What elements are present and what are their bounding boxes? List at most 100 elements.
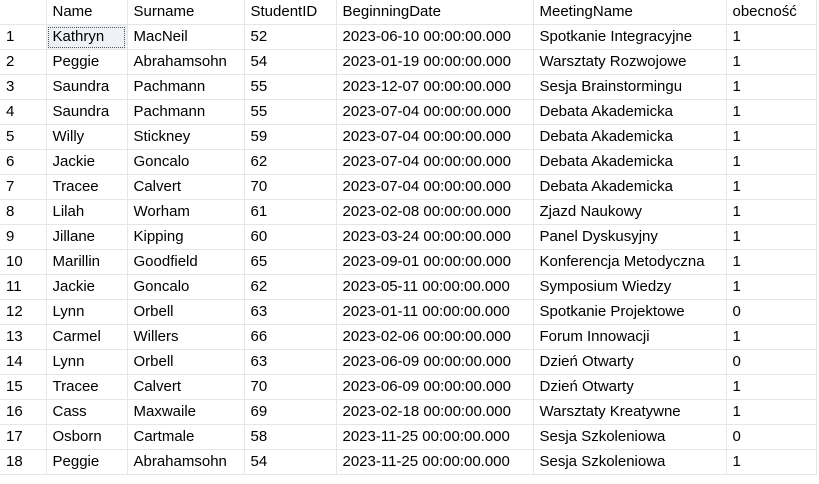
- cell-beginningdate[interactable]: 2023-07-04 00:00:00.000: [336, 149, 534, 175]
- cell-obecnosc[interactable]: 1: [726, 449, 817, 475]
- cell-meetingname[interactable]: Dzień Otwarty: [533, 374, 727, 400]
- column-header-beginningdate[interactable]: BeginningDate: [336, 0, 534, 25]
- row-number[interactable]: 5: [0, 124, 47, 150]
- cell-name[interactable]: Willy: [46, 124, 128, 150]
- table-row[interactable]: 6 Jackie Goncalo 62 2023-07-04 00:00:00.000 D…: [0, 149, 817, 175]
- cell-obecnosc[interactable]: 1: [726, 199, 817, 225]
- cell-beginningdate[interactable]: 2023-06-09 00:00:00.000: [336, 374, 534, 400]
- table-row[interactable]: 9 Jillane Kipping 60 2023-03-24 00:00:00.000…: [0, 224, 817, 250]
- cell-surname[interactable]: Pachmann: [127, 99, 245, 125]
- row-number[interactable]: 11: [0, 274, 47, 300]
- cell-meetingname[interactable]: Spotkanie Projektowe: [533, 299, 727, 325]
- cell-studentid[interactable]: 63: [244, 349, 337, 375]
- table-row[interactable]: 4 Saundra Pachmann 55 2023-07-04 00:00:00.00…: [0, 99, 817, 125]
- cell-meetingname[interactable]: Sesja Szkoleniowa: [533, 449, 727, 475]
- cell-beginningdate[interactable]: 2023-02-18 00:00:00.000: [336, 399, 534, 425]
- cell-name[interactable]: Tracee: [46, 374, 128, 400]
- cell-beginningdate[interactable]: 2023-05-11 00:00:00.000: [336, 274, 534, 300]
- cell-surname[interactable]: Goodfield: [127, 249, 245, 275]
- cell-beginningdate[interactable]: 2023-11-25 00:00:00.000: [336, 424, 534, 450]
- cell-beginningdate[interactable]: 2023-07-04 00:00:00.000: [336, 99, 534, 125]
- cell-beginningdate[interactable]: 2023-07-04 00:00:00.000: [336, 124, 534, 150]
- table-row[interactable]: 11 Jackie Goncalo 62 2023-05-11 00:00:00.000…: [0, 274, 817, 300]
- table-row[interactable]: 14 Lynn Orbell 63 2023-06-09 00:00:00.000 Dzi…: [0, 349, 817, 375]
- row-number[interactable]: 3: [0, 74, 47, 100]
- cell-obecnosc[interactable]: 1: [726, 24, 817, 50]
- cell-obecnosc[interactable]: 1: [726, 399, 817, 425]
- table-row[interactable]: 8 Lilah Worham 61 2023-02-08 00:00:00.000 Zja…: [0, 199, 817, 225]
- row-number[interactable]: 8: [0, 199, 47, 225]
- cell-meetingname[interactable]: Forum Innowacji: [533, 324, 727, 350]
- cell-name[interactable]: Kathryn: [46, 24, 128, 50]
- cell-meetingname[interactable]: Konferencja Metodyczna: [533, 249, 727, 275]
- row-number[interactable]: 13: [0, 324, 47, 350]
- cell-studentid[interactable]: 55: [244, 74, 337, 100]
- cell-meetingname[interactable]: Debata Akademicka: [533, 99, 727, 125]
- cell-studentid[interactable]: 54: [244, 49, 337, 75]
- cell-surname[interactable]: Maxwaile: [127, 399, 245, 425]
- cell-obecnosc[interactable]: 0: [726, 424, 817, 450]
- row-number[interactable]: 4: [0, 99, 47, 125]
- row-number[interactable]: 18: [0, 449, 47, 475]
- table-row[interactable]: 15 Tracee Calvert 70 2023-06-09 00:00:00.000…: [0, 374, 817, 400]
- cell-studentid[interactable]: 65: [244, 249, 337, 275]
- cell-name[interactable]: Marillin: [46, 249, 128, 275]
- cell-name[interactable]: Cass: [46, 399, 128, 425]
- cell-surname[interactable]: Goncalo: [127, 149, 245, 175]
- table-row[interactable]: 5 Willy Stickney 59 2023-07-04 00:00:00.000 D…: [0, 124, 817, 150]
- cell-obecnosc[interactable]: 1: [726, 174, 817, 200]
- cell-studentid[interactable]: 62: [244, 274, 337, 300]
- cell-studentid[interactable]: 70: [244, 174, 337, 200]
- cell-beginningdate[interactable]: 2023-02-06 00:00:00.000: [336, 324, 534, 350]
- cell-surname[interactable]: MacNeil: [127, 24, 245, 50]
- cell-beginningdate[interactable]: 2023-07-04 00:00:00.000: [336, 174, 534, 200]
- cell-surname[interactable]: Calvert: [127, 374, 245, 400]
- cell-beginningdate[interactable]: 2023-06-10 00:00:00.000: [336, 24, 534, 50]
- cell-surname[interactable]: Abrahamsohn: [127, 49, 245, 75]
- cell-name[interactable]: Jackie: [46, 274, 128, 300]
- table-row[interactable]: 16 Cass Maxwaile 69 2023-02-18 00:00:00.000 W…: [0, 399, 817, 425]
- cell-name[interactable]: Tracee: [46, 174, 128, 200]
- cell-meetingname[interactable]: Sesja Szkoleniowa: [533, 424, 727, 450]
- cell-name[interactable]: Lilah: [46, 199, 128, 225]
- cell-name[interactable]: Jackie: [46, 149, 128, 175]
- cell-surname[interactable]: Pachmann: [127, 74, 245, 100]
- cell-obecnosc[interactable]: 1: [726, 149, 817, 175]
- table-row[interactable]: 18 Peggie Abrahamsohn 54 2023-11-25 00:00:00…: [0, 449, 817, 475]
- cell-obecnosc[interactable]: 1: [726, 49, 817, 75]
- cell-studentid[interactable]: 54: [244, 449, 337, 475]
- row-number[interactable]: 17: [0, 424, 47, 450]
- cell-name[interactable]: Lynn: [46, 299, 128, 325]
- row-number[interactable]: 12: [0, 299, 47, 325]
- cell-obecnosc[interactable]: 1: [726, 249, 817, 275]
- cell-obecnosc[interactable]: 1: [726, 274, 817, 300]
- row-number[interactable]: 15: [0, 374, 47, 400]
- table-row[interactable]: 3 Saundra Pachmann 55 2023-12-07 00:00:00.00…: [0, 74, 817, 100]
- cell-beginningdate[interactable]: 2023-12-07 00:00:00.000: [336, 74, 534, 100]
- cell-beginningdate[interactable]: 2023-09-01 00:00:00.000: [336, 249, 534, 275]
- cell-obecnosc[interactable]: 1: [726, 74, 817, 100]
- cell-name[interactable]: Jillane: [46, 224, 128, 250]
- row-number[interactable]: 1: [0, 24, 47, 50]
- cell-name[interactable]: Peggie: [46, 49, 128, 75]
- cell-meetingname[interactable]: Panel Dyskusyjny: [533, 224, 727, 250]
- cell-studentid[interactable]: 61: [244, 199, 337, 225]
- cell-name[interactable]: Osborn: [46, 424, 128, 450]
- cell-beginningdate[interactable]: 2023-11-25 00:00:00.000: [336, 449, 534, 475]
- table-row[interactable]: 2 Peggie Abrahamsohn 54 2023-01-19 00:00:00.…: [0, 49, 817, 75]
- cell-studentid[interactable]: 52: [244, 24, 337, 50]
- table-row[interactable]: 17 Osborn Cartmale 58 2023-11-25 00:00:00.00…: [0, 424, 817, 450]
- cell-beginningdate[interactable]: 2023-06-09 00:00:00.000: [336, 349, 534, 375]
- cell-name[interactable]: Carmel: [46, 324, 128, 350]
- cell-meetingname[interactable]: Debata Akademicka: [533, 124, 727, 150]
- cell-studentid[interactable]: 66: [244, 324, 337, 350]
- cell-name[interactable]: Lynn: [46, 349, 128, 375]
- row-number[interactable]: 16: [0, 399, 47, 425]
- cell-studentid[interactable]: 70: [244, 374, 337, 400]
- cell-obecnosc[interactable]: 1: [726, 99, 817, 125]
- row-number[interactable]: 10: [0, 249, 47, 275]
- cell-studentid[interactable]: 58: [244, 424, 337, 450]
- column-header-meetingname[interactable]: MeetingName: [533, 0, 727, 25]
- cell-obecnosc[interactable]: 0: [726, 299, 817, 325]
- cell-studentid[interactable]: 62: [244, 149, 337, 175]
